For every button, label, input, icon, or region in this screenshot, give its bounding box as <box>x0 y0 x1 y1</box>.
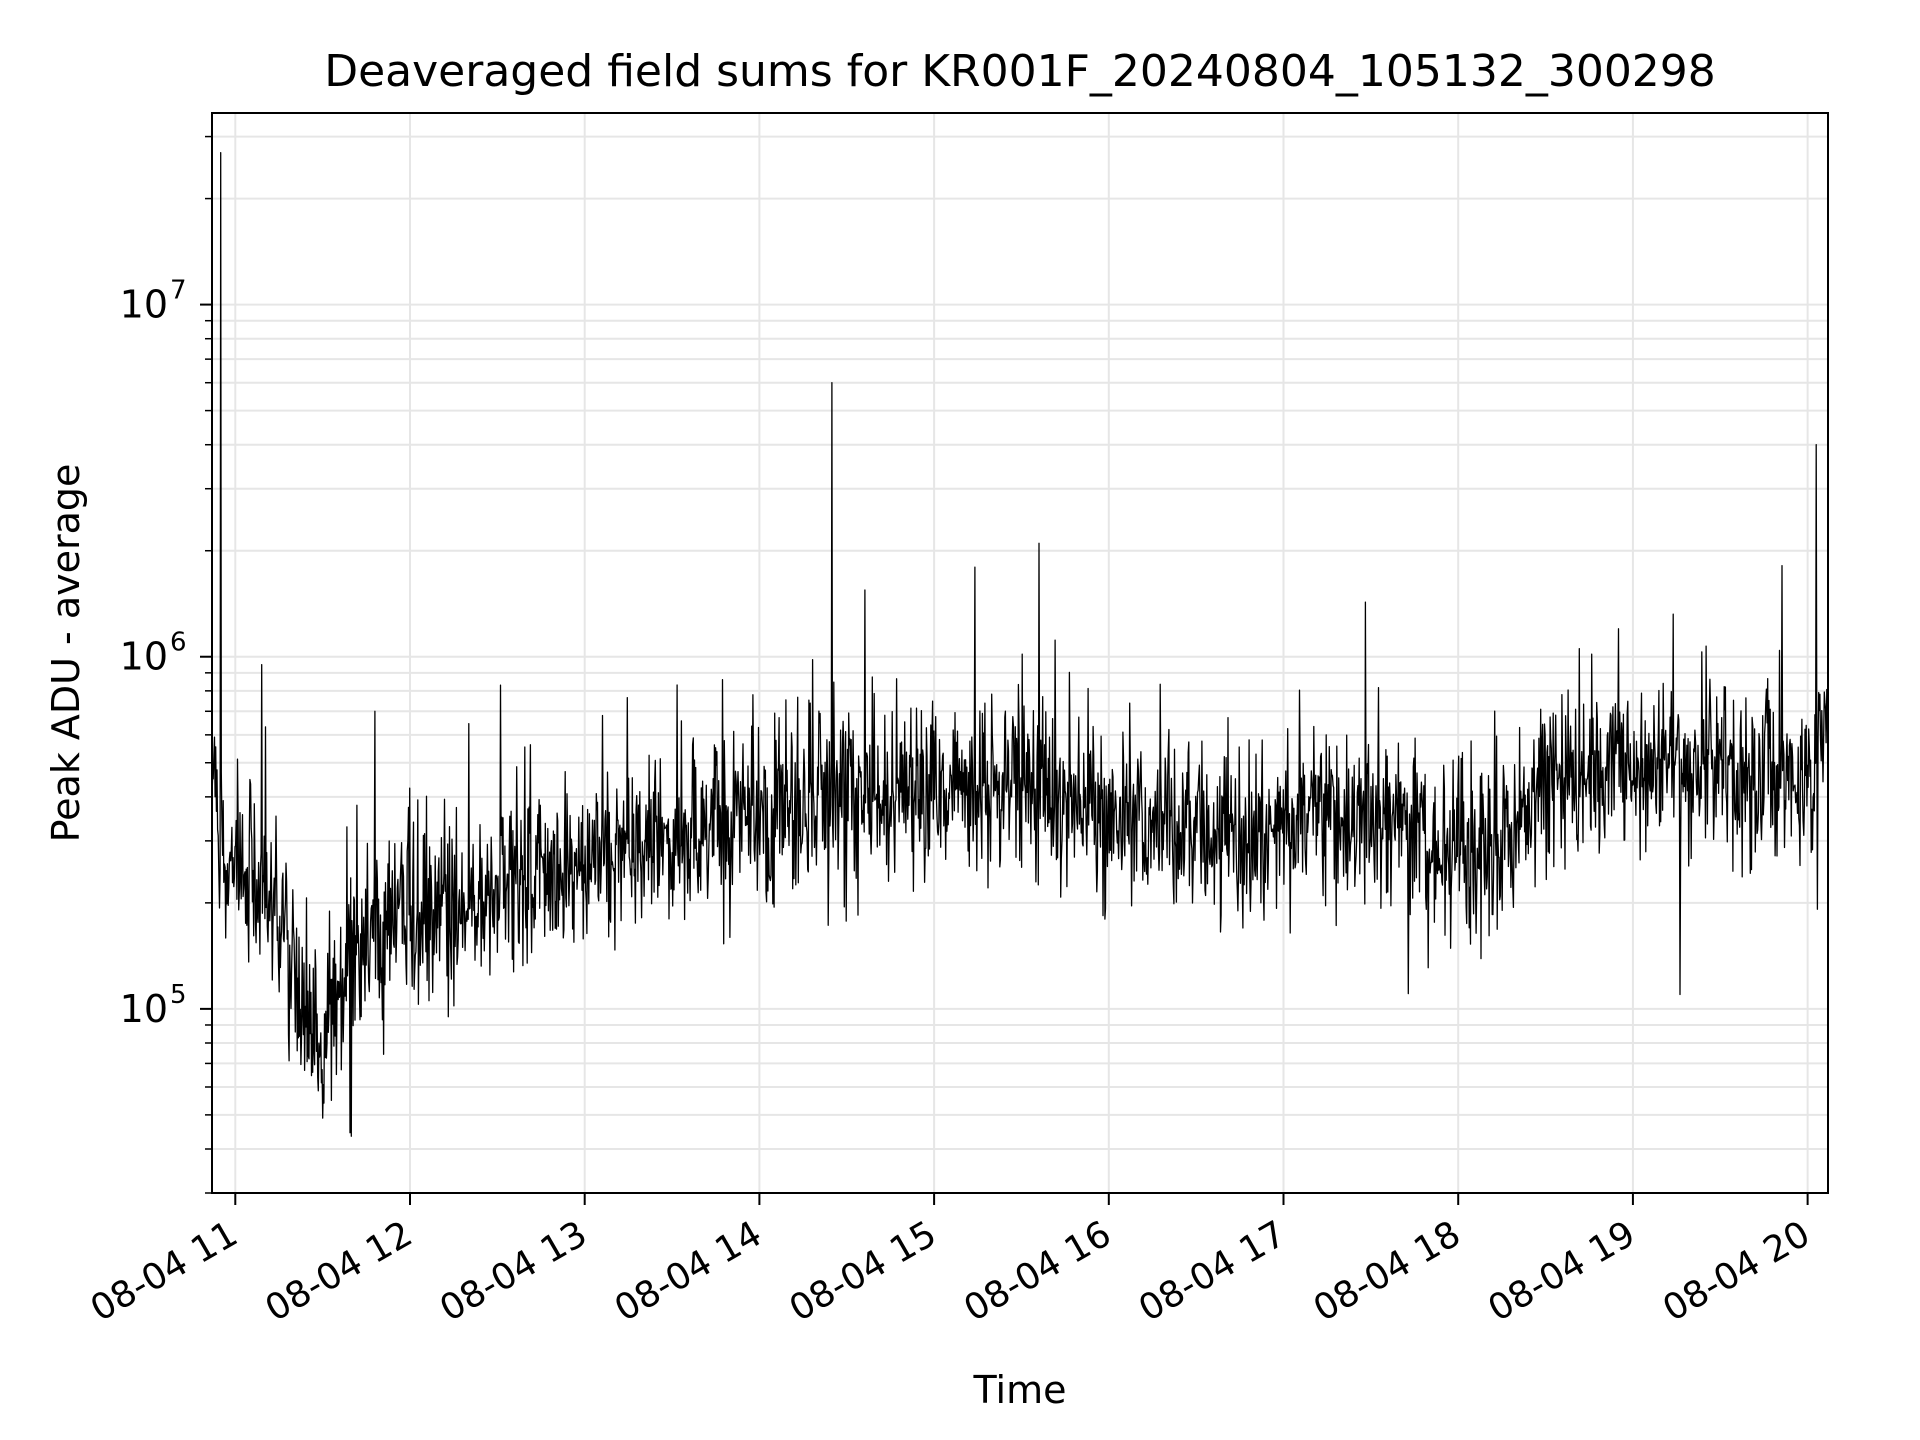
plot-frame <box>211 112 1829 1194</box>
y-tick-label-exponent: 6 <box>170 628 187 658</box>
y-tick-label: 10 7 <box>120 276 187 327</box>
y-tick-label-base: 10 <box>120 987 168 1031</box>
y-tick-label: 10 6 <box>120 628 187 679</box>
chart-title: Deaveraged field sums for KR001F_2024080… <box>324 46 1716 97</box>
y-tick-label: 10 5 <box>120 980 187 1031</box>
x-axis-label: Time <box>973 1368 1067 1412</box>
y-tick-label-base: 10 <box>120 635 168 679</box>
y-axis-label: Peak ADU - average <box>44 464 88 843</box>
series-layer <box>211 152 1829 1137</box>
y-tick-label-exponent: 5 <box>170 980 187 1010</box>
y-tick-label-exponent: 7 <box>170 276 187 306</box>
y-tick-label-base: 10 <box>120 283 168 327</box>
series-line <box>211 152 1829 1137</box>
